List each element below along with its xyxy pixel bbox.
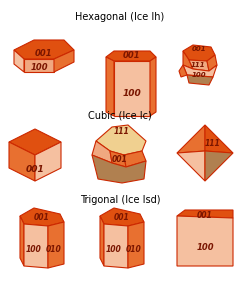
Polygon shape [183, 51, 193, 69]
Text: 100: 100 [123, 89, 141, 98]
Polygon shape [128, 222, 144, 268]
Polygon shape [150, 57, 156, 116]
Polygon shape [104, 224, 128, 268]
Polygon shape [14, 40, 74, 59]
Text: 001: 001 [26, 164, 44, 173]
Text: 111: 111 [205, 138, 221, 147]
Polygon shape [96, 125, 146, 155]
Polygon shape [177, 151, 205, 181]
Text: Trigonal (Ice Isd): Trigonal (Ice Isd) [80, 195, 160, 205]
Polygon shape [189, 60, 209, 71]
Polygon shape [24, 224, 48, 268]
Polygon shape [24, 59, 54, 72]
Text: 100: 100 [26, 246, 42, 254]
Polygon shape [14, 50, 24, 72]
Polygon shape [20, 216, 24, 266]
Polygon shape [35, 142, 61, 181]
Text: 001: 001 [34, 213, 50, 222]
Text: 001: 001 [123, 50, 141, 60]
Polygon shape [106, 51, 156, 61]
Polygon shape [207, 55, 217, 71]
Text: 100: 100 [196, 243, 214, 252]
Text: 001: 001 [197, 210, 213, 219]
Polygon shape [187, 75, 213, 85]
Text: 010: 010 [46, 246, 62, 254]
Text: 001: 001 [192, 46, 206, 52]
Polygon shape [177, 125, 205, 153]
Polygon shape [179, 65, 187, 77]
Polygon shape [20, 208, 64, 226]
Polygon shape [92, 141, 112, 163]
Polygon shape [183, 65, 217, 77]
Text: 010: 010 [126, 246, 142, 254]
Polygon shape [114, 61, 150, 116]
Polygon shape [205, 125, 233, 153]
Text: Cubic (Ice Ic): Cubic (Ice Ic) [88, 110, 152, 120]
Polygon shape [177, 216, 233, 266]
Polygon shape [9, 142, 35, 181]
Polygon shape [124, 151, 146, 167]
Polygon shape [92, 155, 146, 183]
Text: 111: 111 [114, 127, 130, 135]
Polygon shape [54, 50, 74, 72]
Text: 001: 001 [112, 155, 128, 164]
Text: 100: 100 [30, 63, 48, 72]
Polygon shape [100, 208, 144, 226]
Text: Hexagonal (Ice Ih): Hexagonal (Ice Ih) [75, 12, 165, 22]
Text: 100: 100 [192, 72, 206, 78]
Text: 100: 100 [106, 246, 122, 254]
Text: 001: 001 [35, 50, 53, 58]
Polygon shape [183, 45, 215, 61]
Polygon shape [9, 129, 61, 155]
Text: 001: 001 [114, 213, 130, 222]
Text: 111: 111 [191, 62, 205, 68]
Polygon shape [48, 222, 64, 268]
Polygon shape [100, 216, 104, 266]
Polygon shape [110, 151, 126, 167]
Polygon shape [177, 210, 233, 218]
Polygon shape [106, 57, 114, 116]
Polygon shape [205, 151, 233, 181]
